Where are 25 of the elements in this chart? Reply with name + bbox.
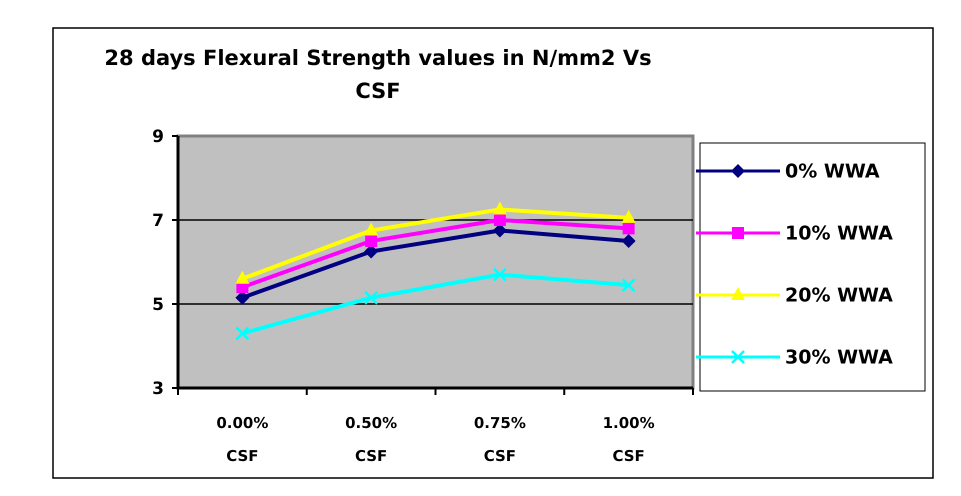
y-tick-label: 5 xyxy=(152,294,164,315)
legend-label: 0% WWA xyxy=(785,160,880,183)
point xyxy=(365,235,378,247)
x-tick-label: 0.75% CSF xyxy=(474,414,526,465)
point xyxy=(622,234,636,248)
x-tick-label: 0.00% CSF xyxy=(216,414,268,465)
point xyxy=(494,214,506,226)
x-tick-label: 0.50% CSF xyxy=(345,414,398,465)
point xyxy=(235,326,250,341)
point xyxy=(364,222,378,236)
x-tick-label: 1.00% CSF xyxy=(602,414,655,465)
point xyxy=(492,267,508,282)
chart-title: 28 days Flexural Strength values in N/mm2 Vs CSF xyxy=(104,46,652,103)
legend-label: 20% WWA xyxy=(785,284,894,307)
point xyxy=(235,270,250,284)
point xyxy=(364,290,378,305)
point xyxy=(492,202,507,214)
y-tick-label: 7 xyxy=(152,210,164,231)
point xyxy=(622,210,636,223)
point xyxy=(621,278,636,292)
point xyxy=(622,222,635,234)
legend-label: 10% WWA xyxy=(785,222,894,245)
y-tick-label: 3 xyxy=(152,378,164,399)
legend-label: 30% WWA xyxy=(785,346,894,369)
y-tick-label: 9 xyxy=(152,126,164,147)
